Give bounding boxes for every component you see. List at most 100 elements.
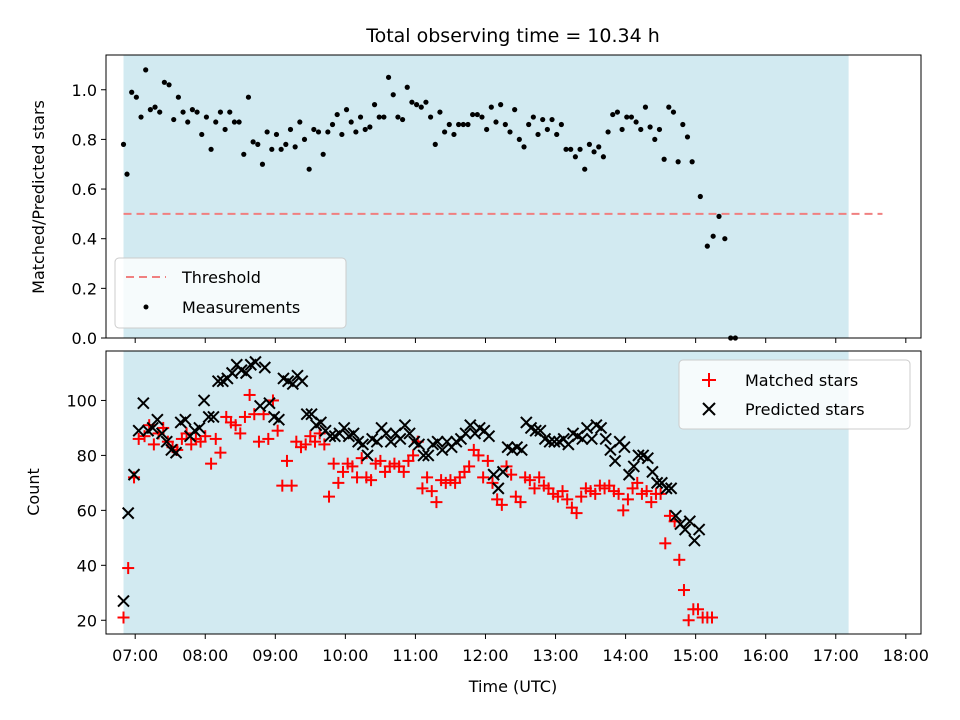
measurement-point	[586, 141, 592, 147]
measurement-point	[255, 141, 261, 147]
ratio-legend-box	[114, 257, 347, 329]
matched-star-point	[659, 537, 672, 550]
measurement-point	[596, 144, 602, 150]
measurement-point	[684, 134, 691, 140]
predicted-star-point	[669, 509, 683, 523]
measurement-point	[269, 146, 275, 152]
predicted-star-stroke-b	[678, 523, 692, 536]
legend-predicted-label: Predicted stars	[745, 400, 865, 419]
legend-measurements-swatch	[143, 304, 149, 310]
measurement-point	[185, 119, 191, 125]
measurement-point	[716, 213, 722, 219]
measurement-point	[666, 104, 672, 110]
predicted-star-point	[618, 440, 631, 454]
measurement-point	[507, 129, 513, 135]
measurement-point	[143, 67, 149, 73]
matched-star-point	[677, 584, 690, 597]
y-tick-label: 40	[77, 556, 97, 575]
y-tick-label: 80	[77, 446, 97, 465]
predicted-star-stroke-b	[117, 594, 130, 608]
matched-star-point	[430, 496, 443, 509]
x-tick-label: 12:00	[462, 646, 508, 665]
predicted-star-point	[132, 424, 145, 437]
measurement-point	[479, 114, 485, 120]
measurement-point	[600, 154, 607, 160]
predicted-star-stroke-b	[197, 394, 211, 407]
predicted-star-stroke-b	[627, 460, 640, 473]
predicted-star-stroke-b	[492, 482, 505, 495]
measurement-point	[306, 166, 312, 172]
measurement-point	[614, 109, 621, 115]
predicted-star-point	[431, 435, 444, 448]
matched-star-point	[117, 611, 130, 624]
measurement-point	[399, 116, 406, 123]
measurement-point	[530, 114, 536, 120]
measurement-point	[427, 114, 434, 120]
matched-star-point	[252, 435, 265, 448]
predicted-star-point	[207, 410, 220, 424]
measurement-point	[512, 107, 518, 113]
predicted-star-point	[650, 476, 664, 490]
predicted-star-stroke-b	[482, 429, 496, 443]
predicted-star-point	[576, 432, 589, 446]
predicted-star-point	[225, 366, 239, 380]
measurement-point	[147, 107, 153, 113]
measurement-point	[297, 119, 303, 125]
predicted-star-stroke-b	[417, 449, 430, 462]
matched-star-point	[691, 603, 704, 616]
measurement-point	[605, 129, 611, 135]
predicted-star-point	[239, 366, 253, 380]
count-y-ticks: 20 40 60 80 100	[66, 391, 106, 630]
predicted-star-stroke-b	[361, 449, 374, 462]
y-tick-label: 0.2	[72, 279, 97, 298]
measurement-point	[199, 131, 205, 138]
matched-star-point	[397, 465, 410, 478]
y-tick-label: 20	[77, 611, 97, 630]
x-tick-label: 14:00	[603, 646, 649, 665]
predicted-star-point	[534, 424, 547, 437]
predicted-star-stroke-b	[515, 443, 528, 457]
measurement-point	[554, 131, 560, 138]
predicted-star-stroke-b	[408, 435, 421, 448]
matched-star-point	[374, 454, 387, 467]
matched-star-point	[229, 419, 242, 432]
measurement-point	[325, 129, 331, 135]
predicted-star-stroke-b	[137, 396, 150, 410]
matched-star-point	[299, 438, 312, 451]
predicted-star-stroke-b	[225, 366, 239, 380]
measurement-point	[273, 131, 280, 138]
predicted-star-stroke-b	[459, 427, 472, 440]
measurement-point	[624, 114, 630, 120]
measurement-point	[540, 116, 546, 123]
predicted-star-stroke-b	[151, 413, 164, 426]
count-legend-box	[678, 359, 911, 430]
predicted-star-stroke-b	[179, 413, 192, 426]
legend-matched-swatch	[702, 373, 716, 387]
matched-star-point	[280, 454, 293, 467]
predicted-star-stroke-b	[641, 451, 654, 465]
measurement-point	[460, 121, 466, 128]
predicted-star-stroke-b	[249, 355, 262, 369]
predicted-star-stroke-b	[314, 416, 328, 429]
measurement-point	[493, 119, 499, 125]
predicted-star-stroke-b	[608, 454, 622, 468]
matched-star-point	[214, 446, 227, 459]
y-tick-label: 0.0	[72, 329, 97, 348]
predicted-star-point	[608, 454, 622, 468]
predicted-star-stroke-b	[300, 407, 314, 421]
matched-star-point	[612, 487, 625, 500]
count-plot: 20 40 60 80 100 07:00 08:00 09:00 10:00 11:00 12:…	[24, 350, 929, 696]
legend-matched-label: Matched stars	[745, 371, 858, 390]
measurement-point	[180, 109, 186, 115]
count-legend: Matched stars Predicted stars	[678, 359, 911, 430]
measurement-point	[647, 124, 653, 130]
predicted-star-stroke-b	[384, 435, 398, 448]
predicted-star-point	[380, 427, 393, 440]
predicted-star-point	[678, 523, 692, 536]
predicted-star-stroke-b	[524, 421, 538, 435]
predicted-star-stroke-b	[356, 438, 370, 451]
legend-predicted-swatch	[702, 402, 716, 416]
matched-star-point	[640, 485, 653, 498]
predicted-star-stroke-b	[580, 421, 594, 435]
ratio-y-ticks: 0.0 0.2 0.4 0.6 0.8 1.0	[72, 81, 106, 348]
